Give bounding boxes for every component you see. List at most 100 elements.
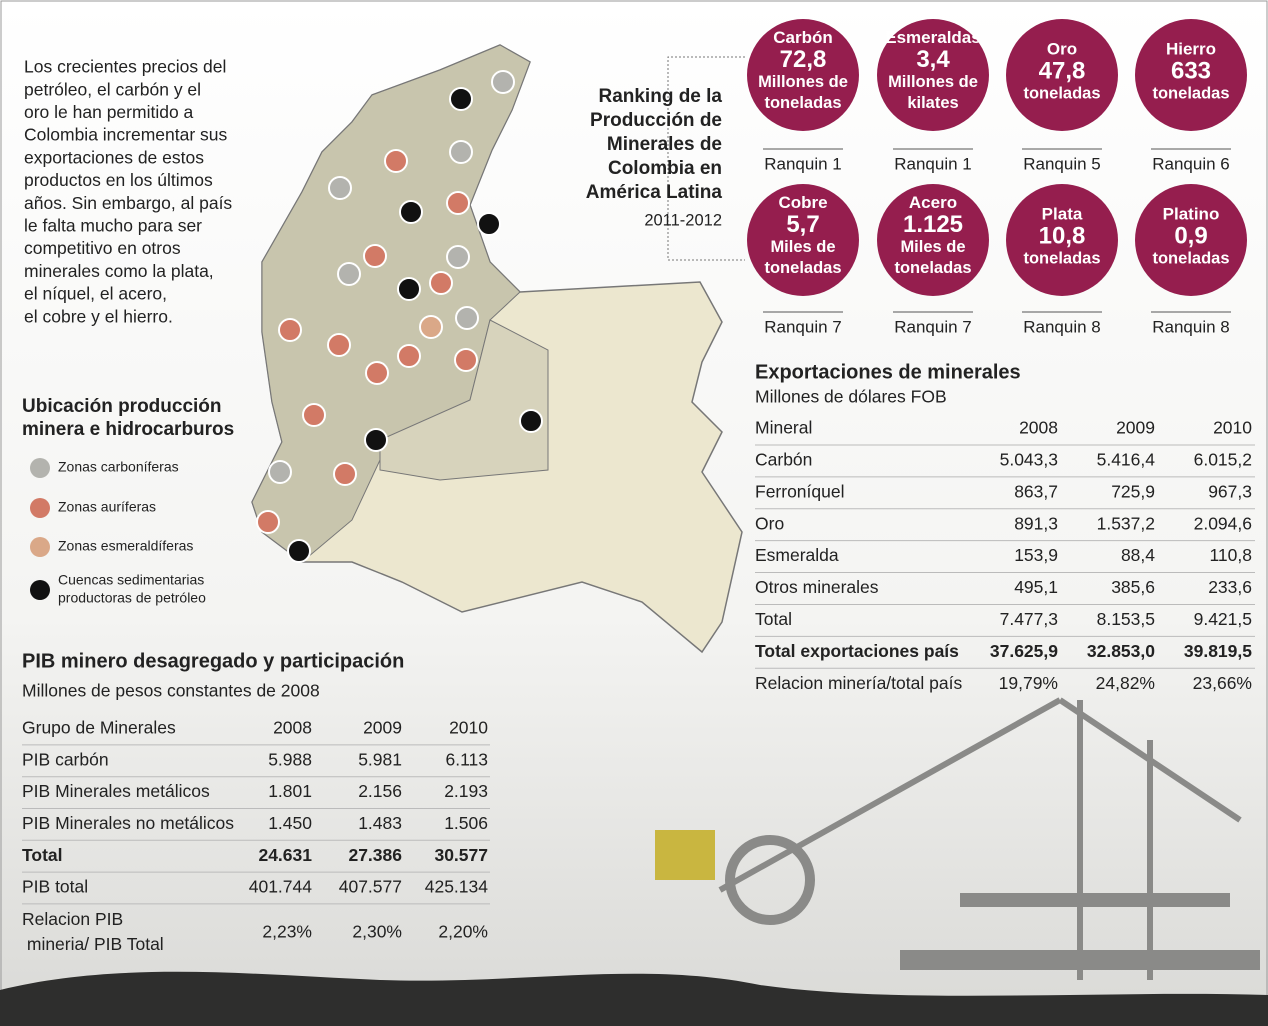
map-dot [288, 540, 310, 562]
table-cell: 88,4 [1121, 545, 1155, 565]
ranking-value: 47,8 [1039, 57, 1086, 84]
table-cell: 2.193 [444, 781, 488, 801]
legend-dot [30, 537, 50, 557]
table-cell: 153,9 [1014, 545, 1058, 565]
table-cell: 5.416,4 [1097, 450, 1156, 470]
table-cell: Ferroníquel [755, 481, 845, 501]
table-header: Mineral [755, 418, 812, 438]
table-cell-line: mineria/ PIB Total [22, 933, 164, 953]
intro-text: Colombia incrementar sus [24, 125, 228, 145]
legend-title: minera e hidrocarburos [22, 419, 234, 440]
ranking-unit: toneladas [1152, 84, 1229, 102]
table-header: 2010 [449, 718, 488, 738]
ranking-value: 1.125 [903, 211, 963, 238]
map-dot [279, 319, 301, 341]
map-dot [492, 71, 514, 93]
map-dot [430, 272, 452, 294]
table-cell: 110,8 [1210, 545, 1253, 565]
table-cell: 39.819,5 [1184, 641, 1252, 661]
infographic: Los crecientes precios delpetróleo, el c… [0, 0, 1268, 1026]
table-cell: PIB Minerales no metálicos [22, 813, 234, 833]
map-dot [366, 362, 388, 384]
map-dot [269, 461, 291, 483]
table-cell: PIB carbón [22, 749, 109, 769]
table-header: 2009 [363, 718, 402, 738]
table-cell: 19,79% [999, 673, 1058, 693]
ranking-name: Carbón [773, 28, 833, 47]
table-title: PIB minero desagregado y participación [22, 650, 404, 672]
ranking-name: Acero [909, 193, 957, 212]
map-dot [328, 334, 350, 356]
intro-text: competitivo en otros [24, 238, 181, 258]
map-dot [478, 213, 500, 235]
ranking-name: Plata [1042, 204, 1083, 223]
map-dot [334, 463, 356, 485]
table-cell: 2,23% [262, 921, 312, 941]
table-cell: Otros minerales [755, 577, 879, 597]
map-dot [455, 349, 477, 371]
ranking-title: América Latina [586, 182, 723, 203]
table-cell: 2.156 [358, 781, 402, 801]
table-cell: 385,6 [1111, 577, 1155, 597]
map-dot [450, 88, 472, 110]
ranking-rank: Ranquin 8 [1023, 317, 1101, 336]
table-cell: 24,82% [1096, 673, 1155, 693]
table-cell: 891,3 [1014, 513, 1058, 533]
table-cell: Carbón [755, 450, 812, 470]
table-cell: Oro [755, 513, 784, 533]
table-cell: 967,3 [1208, 481, 1252, 501]
intro-text: minerales como la plata, [24, 261, 214, 281]
ranking-rank: Ranquin 7 [764, 317, 842, 336]
ranking-name: Hierro [1166, 39, 1216, 58]
ranking-unit: toneladas [1023, 249, 1100, 267]
table-cell: 9.421,5 [1194, 609, 1252, 629]
table-cell: 401.744 [249, 877, 313, 897]
ranking-unit: toneladas [1152, 249, 1229, 267]
table-cell: 1.450 [268, 813, 312, 833]
map-dot [364, 245, 386, 267]
ranking-value: 72,8 [780, 46, 827, 73]
map-dot [420, 316, 442, 338]
table-title: Exportaciones de minerales [755, 361, 1021, 383]
map-dot [398, 278, 420, 300]
map-dot [447, 192, 469, 214]
map-dot [520, 410, 542, 432]
table-cell: 725,9 [1111, 481, 1155, 501]
table-cell: Total exportaciones país [755, 641, 959, 661]
map-dot [338, 263, 360, 285]
map-dot [456, 307, 478, 329]
table-cell-line: Relacion PIB [22, 908, 123, 928]
ranking-rank: Ranquin 5 [1023, 154, 1101, 173]
ranking-rank: Ranquin 1 [764, 154, 842, 173]
map-dot [257, 511, 279, 533]
table-cell: 5.988 [268, 749, 312, 769]
table-cell: 30.577 [434, 845, 488, 865]
ranking-rank: Ranquin 7 [894, 317, 972, 336]
legend-dot [30, 580, 50, 600]
legend-label: productoras de petróleo [58, 590, 206, 606]
table-cell: 8.153,5 [1097, 609, 1155, 629]
legend-label: Zonas auríferas [58, 499, 156, 515]
ranking-unit: toneladas [1023, 84, 1100, 102]
table-cell: 1.483 [358, 813, 402, 833]
table-cell: Relacion minería/total país [755, 673, 962, 693]
intro-text: años. Sin embargo, al país [24, 193, 232, 213]
intro-text: productos en los últimos [24, 170, 213, 190]
ranking-name: Esmeraldas [885, 28, 980, 47]
map-dot [398, 345, 420, 367]
legend-title: Ubicación producción [22, 396, 222, 417]
table-cell: Total [22, 845, 63, 865]
table-header: 2009 [1116, 418, 1155, 438]
map-dot [447, 246, 469, 268]
map-dot [400, 201, 422, 223]
table-cell: 5.043,3 [1000, 450, 1058, 470]
table-cell: 7.477,3 [1000, 609, 1058, 629]
ranking-period: 2011-2012 [644, 211, 722, 229]
table-cell: 1.801 [268, 781, 312, 801]
intro-text: el cobre y el hierro. [24, 306, 173, 326]
table-cell: 233,6 [1208, 577, 1252, 597]
ranking-value: 5,7 [786, 211, 819, 238]
ranking-value: 0,9 [1174, 222, 1207, 249]
machine-cab [655, 830, 715, 880]
ranking-unit: Miles de [900, 238, 965, 256]
